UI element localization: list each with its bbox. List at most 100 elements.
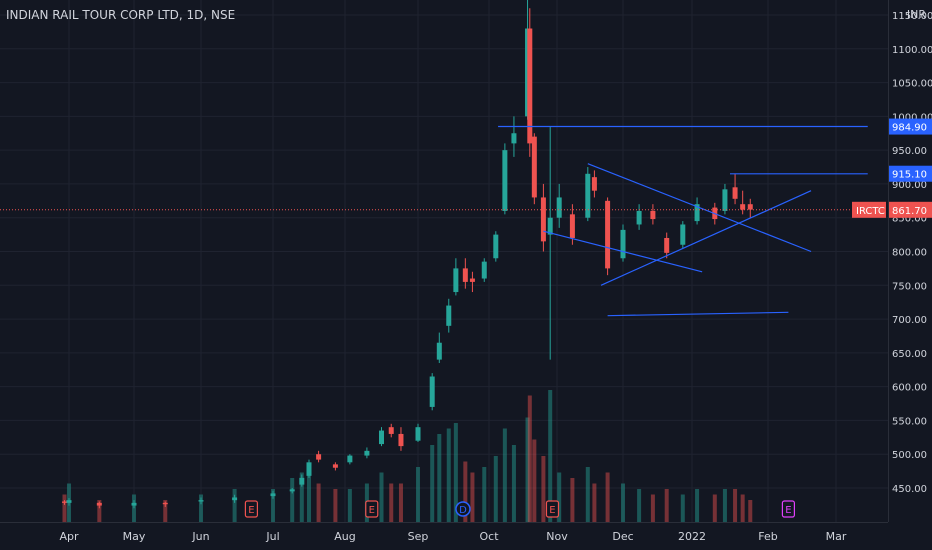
volume-bar	[271, 489, 275, 522]
volume-bar	[532, 439, 537, 522]
y-tick-label: 750.00	[892, 281, 927, 292]
volume-bar	[722, 489, 727, 522]
volume-bar	[680, 494, 685, 522]
candle-body	[481, 261, 487, 279]
volume-bar	[62, 494, 67, 522]
candle-body	[429, 376, 435, 407]
volume-bar	[502, 428, 507, 522]
x-tick-label: Apr	[59, 530, 79, 543]
candle-body	[415, 427, 421, 441]
candle-body	[162, 502, 168, 505]
x-tick-label: Nov	[546, 530, 568, 543]
candle-body	[556, 197, 562, 218]
earnings-marker	[365, 500, 379, 518]
x-tick-label: Aug	[334, 530, 355, 543]
candle-body	[388, 427, 394, 434]
x-tick-label: Dec	[612, 530, 633, 543]
ticker-label-bg	[852, 201, 886, 218]
y-tick-label: 1000.00	[892, 112, 932, 123]
candle-body	[664, 237, 670, 253]
volume-bar	[527, 395, 532, 522]
candle-body	[316, 454, 322, 460]
candle-body	[569, 214, 575, 238]
candle-body	[591, 177, 597, 191]
candle-body	[66, 500, 72, 503]
volume-bar	[541, 456, 546, 522]
volume-bar	[290, 478, 295, 522]
candle-body	[232, 497, 238, 501]
price-label-bg	[888, 118, 932, 135]
volume-bar	[430, 445, 435, 522]
candle-body	[289, 489, 295, 492]
volume-bar	[748, 500, 753, 522]
volume-bar	[650, 494, 655, 522]
candle-body	[493, 234, 499, 259]
x-tick-label: Oct	[479, 530, 499, 543]
candle-body	[502, 150, 508, 211]
volume-bar	[163, 500, 168, 522]
y-tick-label: 800.00	[892, 248, 927, 259]
symbol-title: INDIAN RAIL TOUR CORP LTD, 1D, NSE	[6, 8, 236, 22]
volume-bar	[307, 467, 311, 522]
candle-body	[650, 210, 656, 220]
event-marker-label: E	[369, 505, 375, 516]
candle-body	[347, 455, 353, 463]
y-tick-label: 950.00	[892, 146, 927, 157]
volume-bar	[525, 417, 530, 522]
volume-bar	[453, 423, 458, 522]
y-tick-label: 550.00	[892, 416, 927, 427]
x-tick-label: Sep	[408, 530, 429, 543]
volume-bar	[416, 467, 420, 522]
candle-body	[540, 197, 546, 242]
candle-body	[398, 433, 404, 447]
volume-bar	[695, 489, 700, 522]
volume-bar	[557, 472, 562, 522]
volume-bar	[621, 483, 625, 522]
volume-bar	[482, 467, 487, 522]
candle-body	[636, 210, 642, 225]
volume-bar	[592, 483, 597, 522]
volume-bar	[299, 472, 304, 522]
candle-body	[453, 268, 459, 293]
candle-body	[531, 136, 537, 198]
event-marker-label: E	[549, 505, 555, 516]
volume-bar	[470, 472, 475, 522]
trendline	[587, 163, 812, 253]
volume-bar	[493, 456, 498, 522]
candle-body	[694, 204, 700, 222]
volume-bar	[605, 472, 610, 522]
price-label: 984.90	[892, 123, 927, 134]
candle-body	[605, 200, 611, 269]
earnings-marker	[244, 500, 258, 518]
trendline	[600, 190, 812, 286]
volume-bar	[333, 489, 338, 522]
x-tick-label: 2022	[678, 530, 706, 543]
price-label-bg	[888, 165, 932, 182]
y-tick-label: 500.00	[892, 450, 927, 461]
price-label-bg	[888, 201, 932, 218]
price-label: 915.10	[892, 170, 927, 181]
event-marker-label: D	[459, 505, 467, 516]
price-label: 861.70	[892, 206, 927, 217]
trendline	[543, 230, 703, 273]
volume-bar	[379, 472, 384, 522]
candle-body	[332, 464, 338, 468]
candle-body	[547, 217, 553, 235]
volume-bar	[398, 483, 403, 522]
candle-body	[747, 204, 753, 210]
ticker-label: IRCTC	[856, 206, 885, 217]
event-marker-label: E	[785, 505, 791, 516]
volume-bar	[511, 445, 516, 522]
volume-bar	[740, 494, 745, 522]
candle-body	[436, 342, 442, 360]
candle-body	[379, 430, 384, 445]
candle-body	[198, 500, 204, 502]
candle-body	[446, 305, 452, 326]
candle-body	[511, 133, 517, 144]
volume-bar	[637, 489, 642, 522]
volume-bar	[232, 489, 237, 522]
candle-body	[62, 501, 67, 503]
volume-bar	[437, 434, 442, 522]
